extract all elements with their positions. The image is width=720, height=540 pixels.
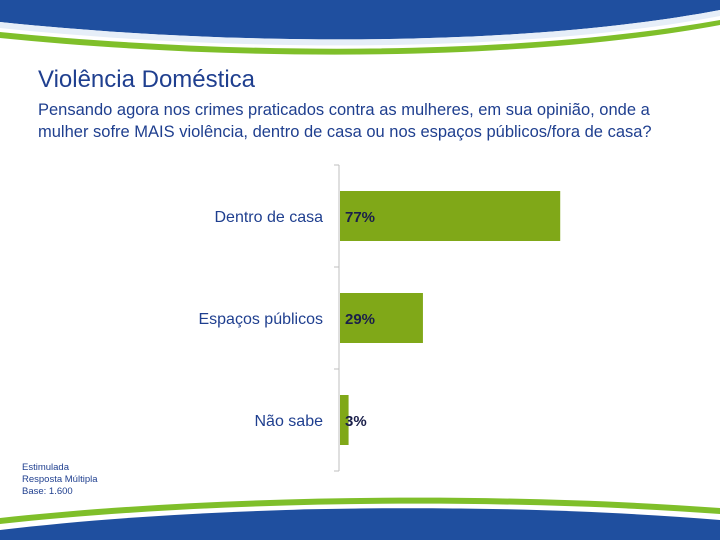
page-subtitle: Pensando agora nos crimes praticados con… <box>38 101 652 141</box>
note-stimulated: Estimulada <box>22 462 69 473</box>
category-label: Dentro de casa <box>214 209 323 226</box>
footnotes: Estimulada Resposta Múltipla Base: 1.600 <box>22 462 98 498</box>
bar-1 <box>340 293 423 343</box>
category-label: Espaços públicos <box>198 311 323 328</box>
bar-2 <box>340 395 349 445</box>
page-title: Violência Doméstica <box>38 66 255 93</box>
category-label: Não sabe <box>255 413 324 430</box>
bar-0 <box>340 191 561 241</box>
data-label: 77% <box>345 209 375 226</box>
bottom-swoosh-decoration <box>0 497 720 540</box>
top-swoosh-decoration <box>0 0 720 55</box>
data-label: 29% <box>345 311 375 328</box>
note-base: Base: 1.600 <box>22 486 73 497</box>
note-multiple-response: Resposta Múltipla <box>22 474 98 485</box>
bar-chart: Dentro de casa 77% Espaços públicos 29% Não … <box>198 164 561 472</box>
data-label: 3% <box>345 413 367 430</box>
